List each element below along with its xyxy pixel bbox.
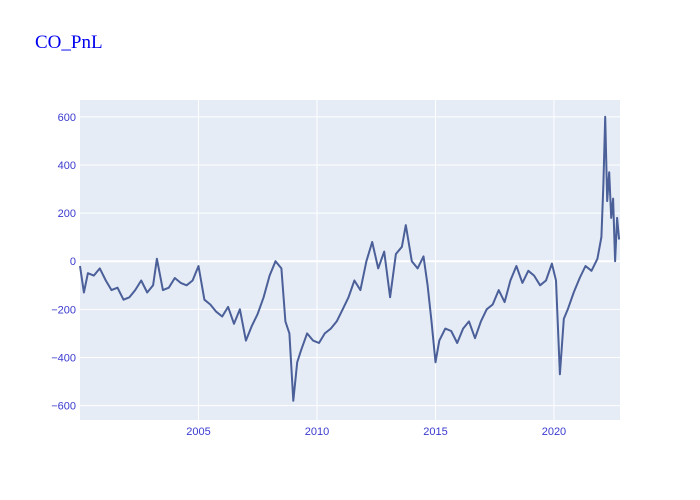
x-grid <box>198 100 555 420</box>
x-tick-labels: 2005 2010 2015 2020 <box>186 426 566 438</box>
y-tick-labels: 600 400 200 0 −200 −400 −600 <box>51 112 76 413</box>
y-tick-label: −600 <box>51 401 76 413</box>
y-tick-label: 200 <box>58 208 76 220</box>
x-tick-label: 2010 <box>305 426 329 438</box>
x-tick-label: 2015 <box>423 426 447 438</box>
y-grid <box>80 116 620 407</box>
x-tick-label: 2005 <box>186 426 210 438</box>
x-tick-label: 2020 <box>542 426 566 438</box>
y-tick-label: 400 <box>58 160 76 172</box>
chart-title: CO_PnL <box>35 32 103 53</box>
series-line <box>79 115 621 402</box>
y-tick-label: −200 <box>51 304 76 316</box>
y-tick-label: 600 <box>58 112 76 124</box>
y-tick-label: 0 <box>70 256 76 268</box>
plot-area <box>80 100 620 420</box>
y-tick-label: −400 <box>51 352 76 364</box>
